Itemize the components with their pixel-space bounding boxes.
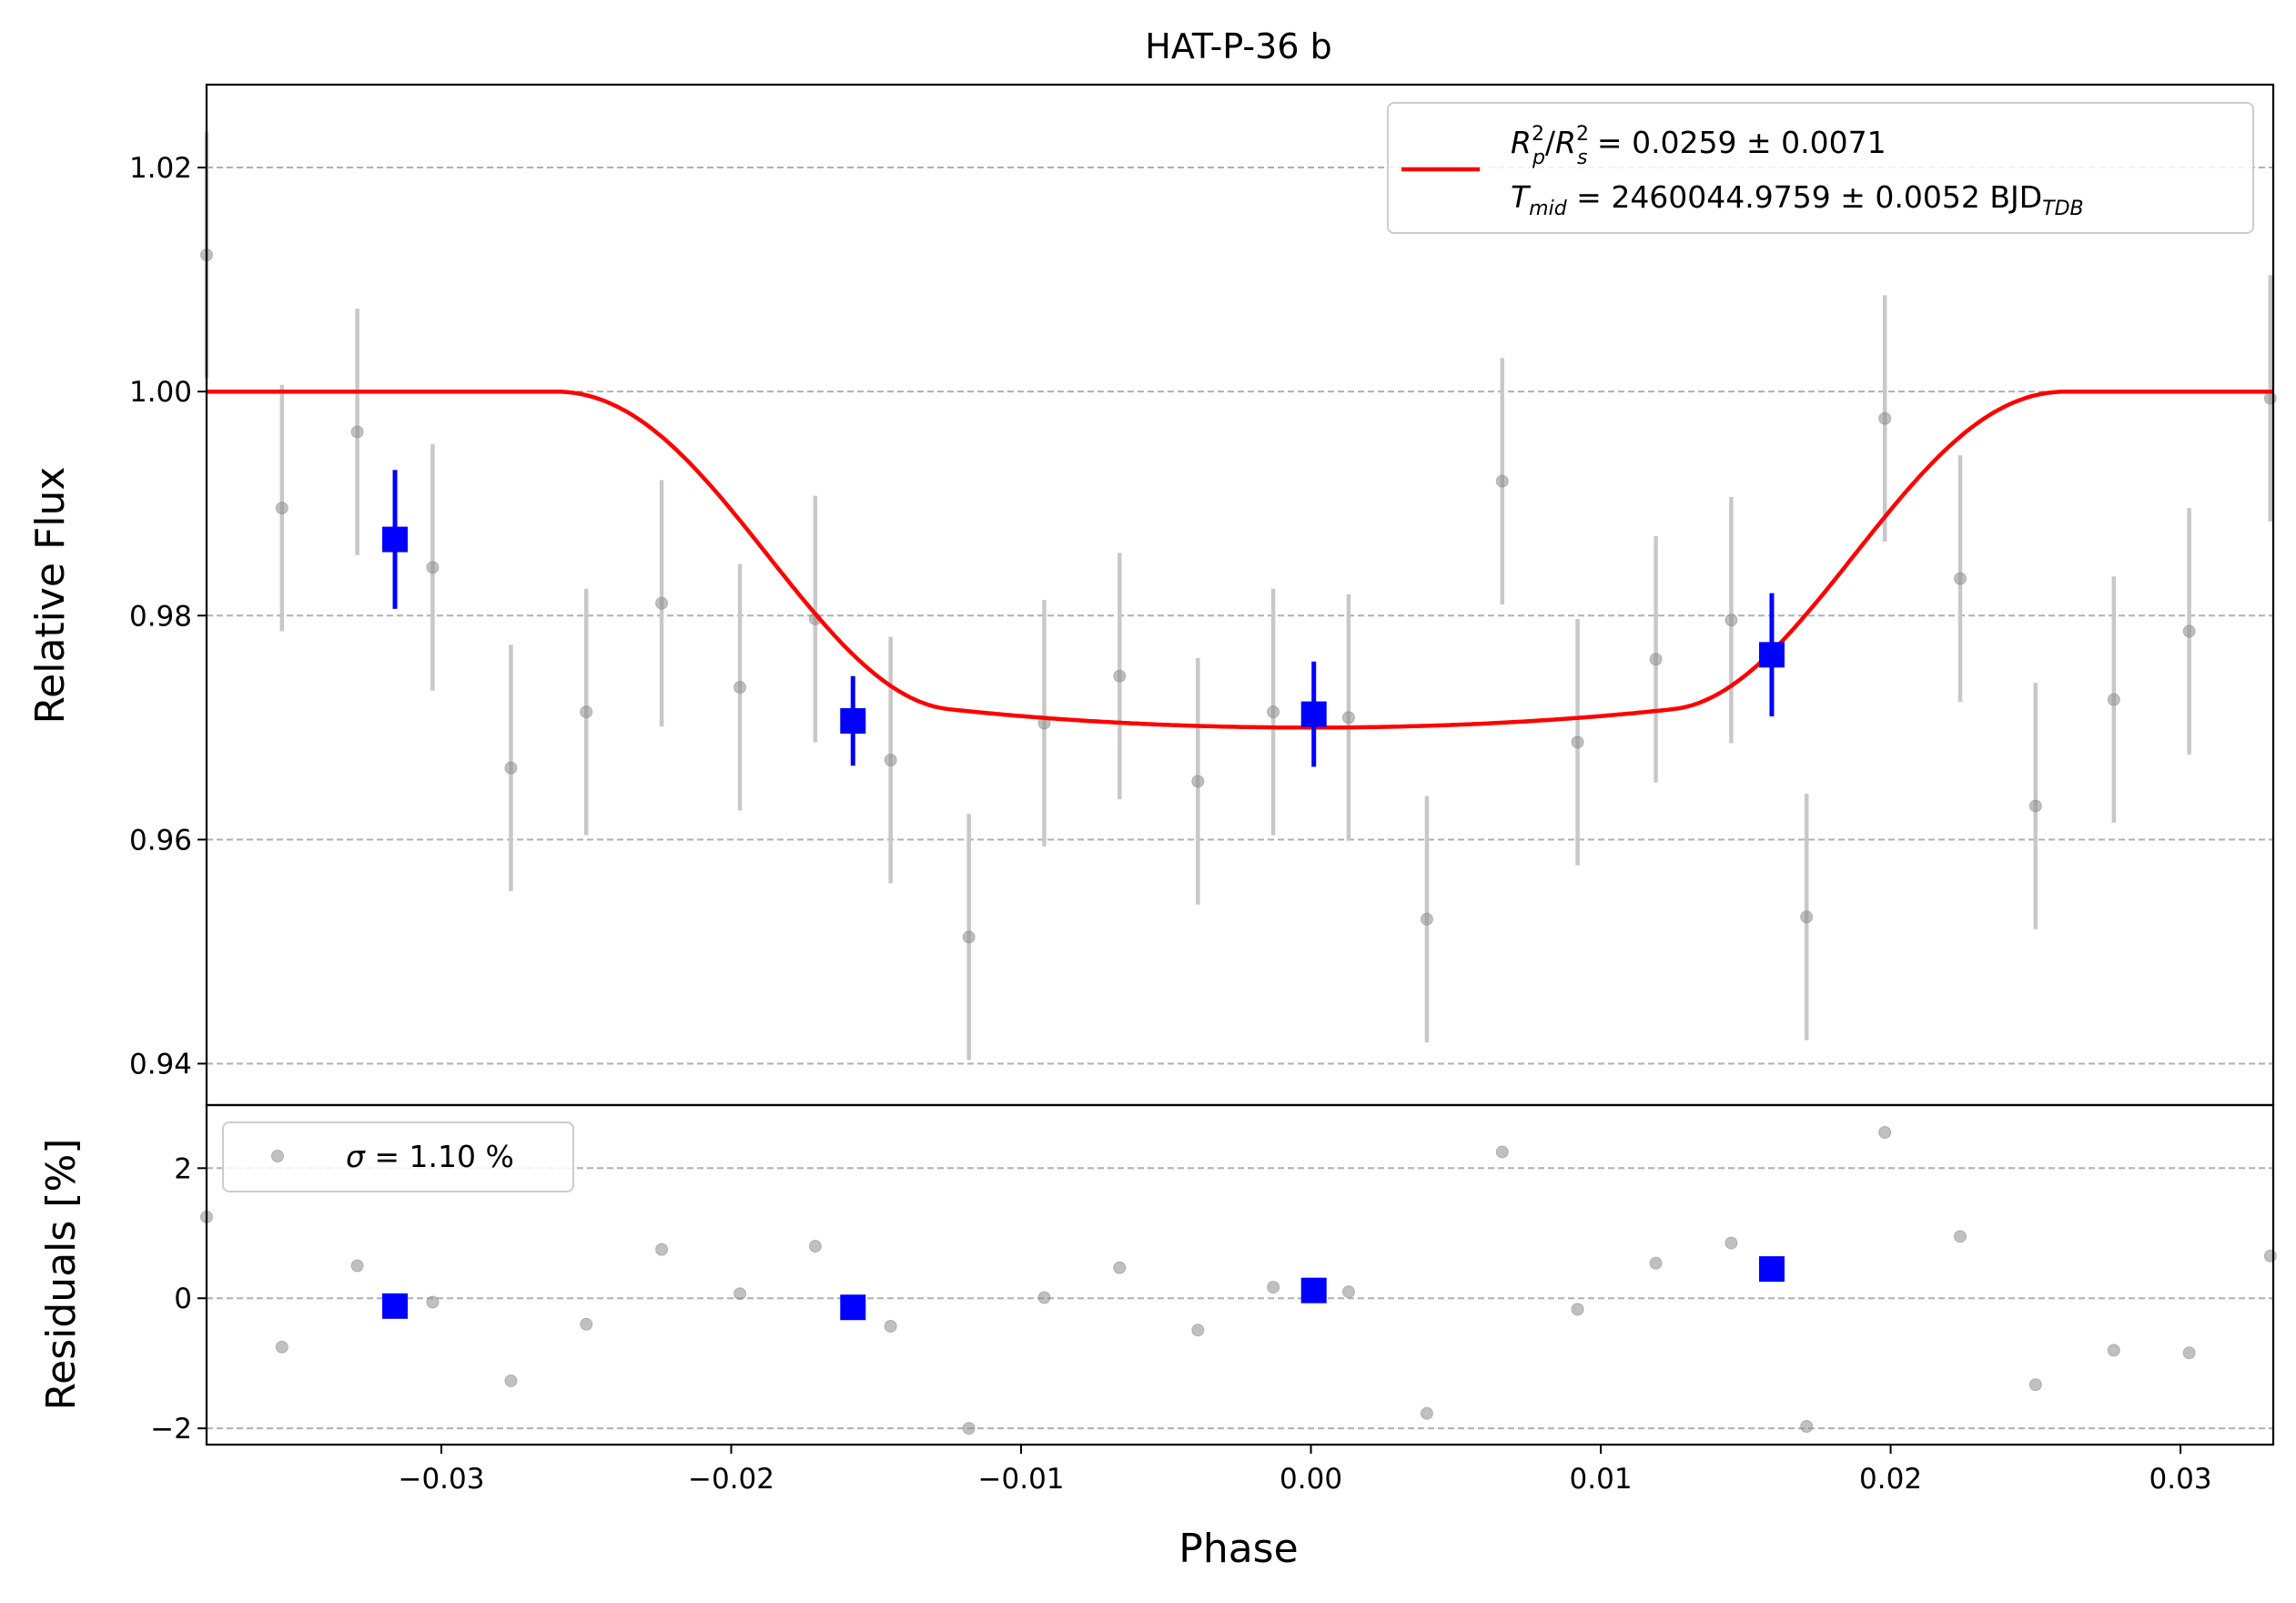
data-point bbox=[2028, 799, 2042, 813]
data-point bbox=[1267, 705, 1280, 719]
residual-point bbox=[1341, 1285, 1355, 1299]
residual-binned-points bbox=[382, 1256, 1785, 1321]
legend-tmid-entry: Tmid = 2460044.9759 ± 0.0052 BJDTDB bbox=[1511, 179, 2084, 220]
chart-title: HAT-P-36 b bbox=[1145, 26, 1331, 66]
main-y-tick-label: 1.02 bbox=[129, 152, 192, 185]
residual-point bbox=[1954, 1230, 1967, 1243]
data-point bbox=[350, 425, 364, 439]
main-legend-box bbox=[1387, 102, 2254, 234]
residual-point bbox=[350, 1259, 364, 1273]
residual-binned-point bbox=[382, 1293, 409, 1319]
data-point bbox=[504, 761, 518, 775]
data-point bbox=[2107, 693, 2120, 706]
residual-point bbox=[1037, 1291, 1051, 1304]
data-point bbox=[1341, 711, 1355, 725]
data-point bbox=[580, 705, 593, 719]
main-y-tick-label: 1.00 bbox=[129, 376, 192, 409]
main-binned-points bbox=[382, 470, 1785, 767]
residual-point bbox=[808, 1240, 822, 1253]
residual-point bbox=[1191, 1324, 1205, 1337]
x-tick-label: −0.02 bbox=[688, 1463, 774, 1496]
residual-point bbox=[1725, 1236, 1738, 1250]
residual-point bbox=[1267, 1281, 1280, 1294]
residual-point bbox=[2028, 1378, 2042, 1392]
residual-point bbox=[1649, 1256, 1663, 1270]
residual-y-ticks: −2 0 2 bbox=[150, 1152, 207, 1446]
residual-point bbox=[1800, 1419, 1814, 1433]
x-tick-label: −0.01 bbox=[978, 1463, 1065, 1496]
residual-legend: σ = 1.10 % bbox=[222, 1121, 574, 1192]
residual-y-tick-label: 0 bbox=[174, 1283, 192, 1315]
main-y-axis-label: Relative Flux bbox=[27, 467, 74, 725]
residual-data-points bbox=[200, 1126, 2277, 1436]
binned-point bbox=[1300, 701, 1327, 727]
data-point bbox=[1191, 775, 1205, 788]
x-tick-label: −0.03 bbox=[398, 1463, 484, 1496]
residual-legend-box bbox=[222, 1121, 574, 1192]
residual-point bbox=[1113, 1261, 1127, 1274]
binned-point bbox=[1758, 642, 1785, 668]
residual-point bbox=[1878, 1126, 1892, 1140]
data-point bbox=[733, 681, 747, 695]
residual-point bbox=[275, 1340, 288, 1354]
residual-y-axis-label: Residuals [%] bbox=[38, 1139, 85, 1411]
main-y-ticks: 0.94 0.96 0.98 1.00 1.02 bbox=[129, 152, 207, 1081]
data-point bbox=[1495, 474, 1509, 488]
data-point bbox=[1725, 614, 1738, 627]
residual-point bbox=[655, 1243, 669, 1256]
residual-axes-frame bbox=[205, 1103, 2275, 1446]
main-y-tick-label: 0.94 bbox=[129, 1048, 192, 1081]
model-curve bbox=[207, 389, 2273, 730]
residual-point bbox=[2182, 1346, 2196, 1360]
main-data-points bbox=[200, 249, 2277, 944]
residual-point bbox=[1571, 1303, 1584, 1316]
main-y-tick-label: 0.96 bbox=[129, 824, 192, 857]
data-point bbox=[884, 754, 897, 767]
x-tick-label: 0.00 bbox=[1279, 1463, 1342, 1496]
data-point bbox=[1571, 736, 1584, 749]
residual-point bbox=[1420, 1406, 1433, 1420]
data-point bbox=[962, 930, 976, 944]
residual-point bbox=[962, 1422, 976, 1436]
main-legend: R2 p/R2 s = 0.0259 ± 0.0071 Tmid = 2460044… bbox=[1387, 102, 2254, 234]
x-tick-label: 0.02 bbox=[1859, 1463, 1922, 1496]
data-point bbox=[1113, 669, 1127, 683]
legend-depth-entry: R2 p/R2 s = 0.0259 ± 0.0071 bbox=[1511, 123, 1886, 169]
x-tick-label: 0.03 bbox=[2149, 1463, 2212, 1496]
x-tick-label: 0.01 bbox=[1570, 1463, 1633, 1496]
binned-point bbox=[382, 526, 409, 553]
residual-legend-sigma: σ = 1.10 % bbox=[346, 1139, 514, 1174]
residual-point bbox=[733, 1287, 747, 1301]
data-point bbox=[655, 596, 669, 610]
binned-point bbox=[840, 707, 866, 734]
residual-point bbox=[2107, 1344, 2120, 1357]
residual-y-tick-label: −2 bbox=[150, 1413, 192, 1446]
transit-model bbox=[207, 389, 2273, 730]
residual-point bbox=[504, 1374, 518, 1387]
residual-y-tick-label: 2 bbox=[174, 1152, 192, 1185]
data-point bbox=[1649, 653, 1663, 666]
residual-binned-point bbox=[840, 1294, 866, 1321]
data-point bbox=[426, 561, 440, 574]
data-point bbox=[275, 502, 288, 515]
residual-legend-marker bbox=[271, 1150, 284, 1162]
main-y-tick-label: 0.98 bbox=[129, 600, 192, 633]
residual-binned-point bbox=[1300, 1277, 1327, 1304]
data-point bbox=[1420, 912, 1433, 926]
residual-point bbox=[2263, 1249, 2277, 1263]
data-point bbox=[1878, 411, 1892, 425]
data-point bbox=[2182, 624, 2196, 638]
residual-point bbox=[580, 1317, 593, 1331]
data-point bbox=[2263, 391, 2277, 405]
residual-point bbox=[426, 1295, 440, 1309]
data-point bbox=[1954, 572, 1967, 585]
x-axis-label: Phase bbox=[1178, 1526, 1298, 1572]
residual-point bbox=[1495, 1145, 1509, 1159]
x-ticks: −0.03 −0.02 −0.01 0.00 0.01 0.02 0.03 bbox=[398, 1445, 2212, 1496]
data-point bbox=[1800, 910, 1814, 924]
residual-point bbox=[884, 1319, 897, 1333]
residual-binned-point bbox=[1758, 1256, 1785, 1283]
